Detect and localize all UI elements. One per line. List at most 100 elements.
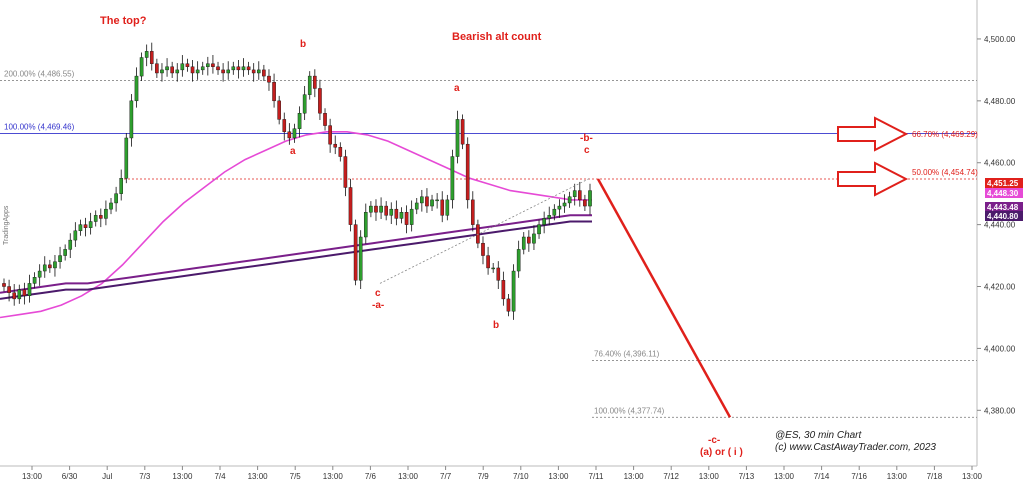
candle-body xyxy=(328,125,332,145)
candle-body xyxy=(511,270,516,312)
x-tick-label: 7/7 xyxy=(440,472,452,481)
x-tick-label: 13:00 xyxy=(323,472,344,481)
candle-body xyxy=(471,199,475,225)
candle-body xyxy=(404,212,409,225)
candle-body xyxy=(460,119,465,145)
price-badge xyxy=(985,178,1023,188)
candle-body xyxy=(48,264,52,269)
candle-body xyxy=(226,69,231,74)
arrow-50-icon xyxy=(837,161,909,197)
candle-body xyxy=(313,75,317,89)
candle-body xyxy=(272,82,276,102)
candle-body xyxy=(282,119,287,132)
candle-body xyxy=(547,215,552,219)
x-tick-label: 7/3 xyxy=(139,472,151,481)
candle-body xyxy=(262,69,266,77)
candle-body xyxy=(53,261,57,269)
candle-body xyxy=(567,196,572,204)
x-tick-label: 7/16 xyxy=(851,472,867,481)
candle-body xyxy=(537,224,541,235)
x-tick-label: Jul xyxy=(102,472,112,481)
moving-average-line xyxy=(0,214,592,294)
candle-body xyxy=(435,199,439,202)
candle-body xyxy=(425,196,429,207)
x-tick-label: 13:00 xyxy=(774,472,795,481)
wave-label-b-top: b xyxy=(300,39,306,50)
candle-body xyxy=(206,63,210,67)
candle-body xyxy=(333,143,338,148)
candle-body xyxy=(343,156,348,188)
candle-body xyxy=(455,119,460,157)
candle-body xyxy=(440,199,445,216)
chart-copyright: (c) www.CastAwayTrader.com, 2023 xyxy=(775,442,936,453)
x-tick-label: 6/30 xyxy=(62,472,78,481)
candle-body xyxy=(491,267,495,270)
candle-body xyxy=(231,66,236,71)
wave-label-c: c xyxy=(375,288,381,299)
candle-body xyxy=(307,75,312,95)
candle-body xyxy=(297,113,302,129)
candle-body xyxy=(2,283,6,287)
candle-body xyxy=(99,215,103,219)
y-tick-label: 4,500.00 xyxy=(984,35,1016,44)
candle-body xyxy=(323,113,327,126)
candle-body xyxy=(114,193,118,204)
candle-body xyxy=(216,66,220,71)
x-tick-label: 7/14 xyxy=(814,472,830,481)
candle-body xyxy=(302,94,307,114)
candle-body xyxy=(185,63,190,67)
candle-body xyxy=(7,286,11,293)
candle-body xyxy=(532,233,536,244)
price-badge-label: 4,451.25 xyxy=(987,179,1019,188)
candle-body xyxy=(251,69,256,74)
wave-label-a-top: a xyxy=(454,83,460,94)
price-badge xyxy=(985,202,1023,212)
candle-body xyxy=(430,199,434,207)
candle-body xyxy=(496,267,501,281)
fib-level-label: 66.70% (4,469.29) xyxy=(912,130,978,139)
x-tick-label: 7/4 xyxy=(214,472,226,481)
candle-body xyxy=(542,218,546,225)
price-badge xyxy=(985,211,1023,221)
x-tick-label: 13:00 xyxy=(699,472,720,481)
candle-body xyxy=(384,205,388,216)
y-tick-label: 4,380.00 xyxy=(984,406,1016,415)
candle-body xyxy=(486,255,490,269)
y-tick-label: 4,480.00 xyxy=(984,97,1016,106)
candle-body xyxy=(88,221,93,228)
candle-body xyxy=(379,205,383,213)
candle-body xyxy=(144,51,149,58)
y-tick-label: 4,400.00 xyxy=(984,344,1016,353)
candle-body xyxy=(195,69,200,74)
candle-body xyxy=(93,215,98,222)
candle-body xyxy=(200,66,205,71)
candle-body xyxy=(506,298,511,312)
candle-body xyxy=(450,156,455,201)
x-tick-label: 13:00 xyxy=(22,472,43,481)
top-note: The top? xyxy=(100,15,147,27)
price-badges: 4,451.254,448.30 4,443.484,440.80 xyxy=(985,178,1023,221)
candle-body xyxy=(63,249,67,256)
candle-body xyxy=(562,202,567,207)
x-tick-label: 13:00 xyxy=(248,472,269,481)
candle-body xyxy=(190,66,195,74)
candle-body xyxy=(160,69,164,74)
candle-body xyxy=(73,230,78,241)
candles xyxy=(2,42,592,320)
candle-body xyxy=(139,57,144,77)
x-tick-label: 13:00 xyxy=(398,472,419,481)
wave-label-a-or-i: (a) or ( i ) xyxy=(700,447,743,458)
candle-body xyxy=(516,249,521,272)
x-tick-label: 13:00 xyxy=(624,472,645,481)
candle-body xyxy=(104,208,108,219)
candle-body xyxy=(527,236,531,244)
candle-body xyxy=(221,69,225,74)
arrow-66-icon xyxy=(837,116,909,152)
candle-body xyxy=(394,208,399,219)
fib-level-label: 76.40% (4,396.11) xyxy=(594,349,660,358)
candle-body xyxy=(318,88,322,114)
candle-body xyxy=(170,66,174,74)
candle-body xyxy=(22,289,27,296)
wave-label-minus-b: -b- xyxy=(580,133,593,144)
